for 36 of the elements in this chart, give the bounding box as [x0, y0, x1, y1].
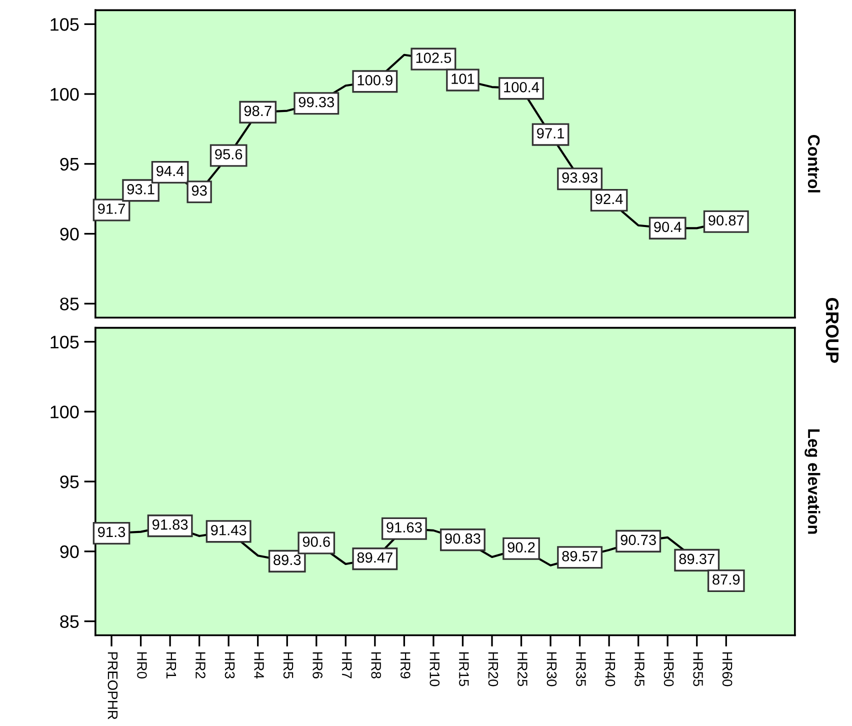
y2-axis-title: Leg elevation: [804, 429, 820, 534]
x-tick-label: HR40: [605, 652, 616, 686]
y-tick-label: 100: [50, 88, 79, 101]
y-tick-label: 90: [60, 228, 79, 240]
x-tick-label: HR4: [254, 652, 264, 679]
x-tick-label: HR8: [371, 652, 382, 678]
y-tick-label: 95: [60, 158, 79, 171]
x-tick-label: HR60: [722, 652, 732, 686]
y-tick-label: 85: [60, 615, 79, 628]
x-tick-label: HR5: [283, 652, 294, 678]
data-label: 93: [192, 185, 207, 196]
y-tick-label: 100: [50, 406, 79, 418]
text: GROUP: [826, 298, 839, 363]
x-tick-label: HR25: [518, 652, 528, 686]
y-tick-label: 90: [60, 545, 79, 558]
x-tick-label: HR3: [224, 652, 235, 678]
y-tick-label: 105: [50, 336, 79, 348]
x-tick-label: HR35: [576, 652, 586, 686]
x-tick-label: PREOPHR: [108, 652, 118, 720]
x-tick-label: HR15: [459, 652, 469, 686]
y-tick-label: 105: [50, 18, 79, 31]
x-tick-label: HR50: [664, 652, 674, 686]
x-tick-label: HR6: [312, 652, 322, 678]
x-tick-label: HR30: [546, 652, 557, 686]
x-tick-label: HR45: [634, 652, 644, 686]
x-tick-label: HR55: [693, 652, 703, 686]
y-tick-label: 95: [60, 475, 79, 488]
x-tick-label: HR10: [430, 652, 440, 686]
y2-axis-title: Control: [808, 134, 820, 192]
y-tick-label: 85: [60, 298, 79, 310]
x-tick-label: HR7: [342, 652, 352, 678]
x-tick-label: HR1: [166, 652, 176, 678]
x-tick-label: HR2: [196, 652, 206, 678]
x-tick-label: HR9: [400, 652, 410, 678]
x-tick-label: HR0: [137, 652, 147, 678]
x-tick-label: HR20: [488, 652, 498, 686]
